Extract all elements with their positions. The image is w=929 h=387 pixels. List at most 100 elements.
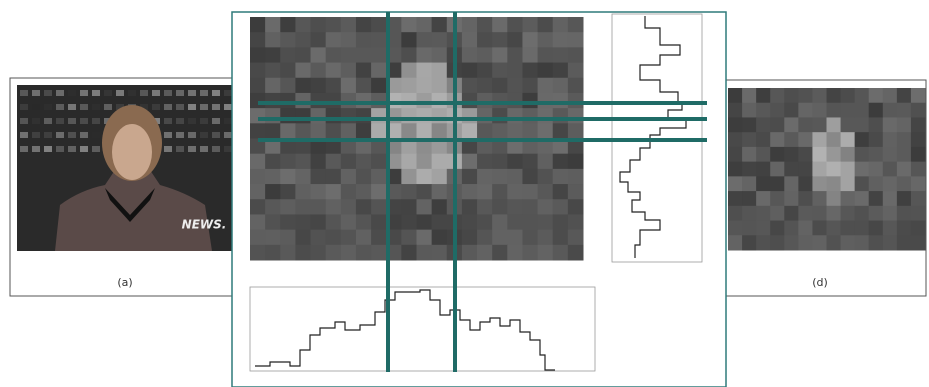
pixel (492, 47, 508, 63)
pixel (432, 230, 448, 246)
pixel (883, 221, 898, 236)
pixel (568, 169, 584, 185)
pixel (188, 132, 196, 138)
pixel (812, 206, 827, 221)
pixel (812, 176, 827, 191)
pixel (883, 88, 898, 103)
pixel (770, 162, 785, 177)
pixel (911, 117, 926, 132)
pixel (522, 154, 538, 170)
pixel (798, 176, 813, 191)
pixel (341, 245, 357, 261)
pixel (492, 214, 508, 230)
pixel (538, 199, 554, 215)
pixel (855, 191, 870, 206)
pixel (116, 90, 124, 96)
pixel (798, 88, 813, 103)
panel-label: (a) (117, 276, 132, 289)
pixel (295, 199, 311, 215)
pixel (371, 169, 387, 185)
pixel (492, 184, 508, 200)
pixel (224, 118, 232, 124)
pixel (401, 154, 417, 170)
pixel (784, 176, 799, 191)
pixel (341, 230, 357, 246)
pixel (326, 78, 342, 94)
pixel (401, 32, 417, 48)
pixel (92, 118, 100, 124)
pixel (477, 108, 493, 124)
pixel (784, 206, 799, 221)
pixel (798, 221, 813, 236)
pixel (798, 103, 813, 118)
pixel (883, 132, 898, 147)
pixel (869, 132, 884, 147)
pixel (728, 235, 743, 250)
pixel (827, 176, 842, 191)
pixel (311, 78, 327, 94)
pixel (265, 199, 281, 215)
pixel (417, 154, 433, 170)
pixel (492, 230, 508, 246)
pixel (522, 63, 538, 79)
pixel (432, 47, 448, 63)
pixel (341, 108, 357, 124)
pixel (538, 63, 554, 79)
pixel (477, 214, 493, 230)
pixel (341, 47, 357, 63)
pixel (265, 32, 281, 48)
pixel (371, 214, 387, 230)
pixel (280, 169, 296, 185)
pixel (538, 245, 554, 261)
pixel (522, 93, 538, 109)
pixel (742, 132, 757, 147)
pixel (188, 90, 196, 96)
pixel (507, 199, 523, 215)
pixel (401, 63, 417, 79)
pixel (812, 235, 827, 250)
pixel (522, 245, 538, 261)
pixel (568, 17, 584, 33)
pixel (280, 245, 296, 261)
pixel (742, 221, 757, 236)
pixel (568, 123, 584, 139)
pixel (295, 63, 311, 79)
pixel (869, 176, 884, 191)
pixel (265, 63, 281, 79)
pixel (522, 169, 538, 185)
pixel (855, 117, 870, 132)
pixel (356, 93, 372, 109)
pixel (568, 154, 584, 170)
pixel (326, 230, 342, 246)
pixel (538, 184, 554, 200)
pixel (68, 132, 76, 138)
pixel (417, 230, 433, 246)
pixel (224, 104, 232, 110)
pixel (401, 245, 417, 261)
pixel (492, 169, 508, 185)
pixel (770, 88, 785, 103)
pixel (56, 146, 64, 152)
pixel (200, 118, 208, 124)
pixel (295, 154, 311, 170)
pixel (401, 230, 417, 246)
pixel (295, 184, 311, 200)
pixel (911, 88, 926, 103)
pixel (812, 147, 827, 162)
pixel (553, 169, 569, 185)
pixel (841, 88, 856, 103)
pixel (883, 206, 898, 221)
pixel (176, 90, 184, 96)
pixel (224, 90, 232, 96)
pixel (295, 230, 311, 246)
pixel (265, 93, 281, 109)
pixel (164, 90, 172, 96)
pixel (812, 162, 827, 177)
pixel (770, 235, 785, 250)
pixel (176, 146, 184, 152)
pixel (522, 108, 538, 124)
pixel (92, 90, 100, 96)
pixel (568, 108, 584, 124)
pixel (568, 63, 584, 79)
pixel (250, 47, 266, 63)
